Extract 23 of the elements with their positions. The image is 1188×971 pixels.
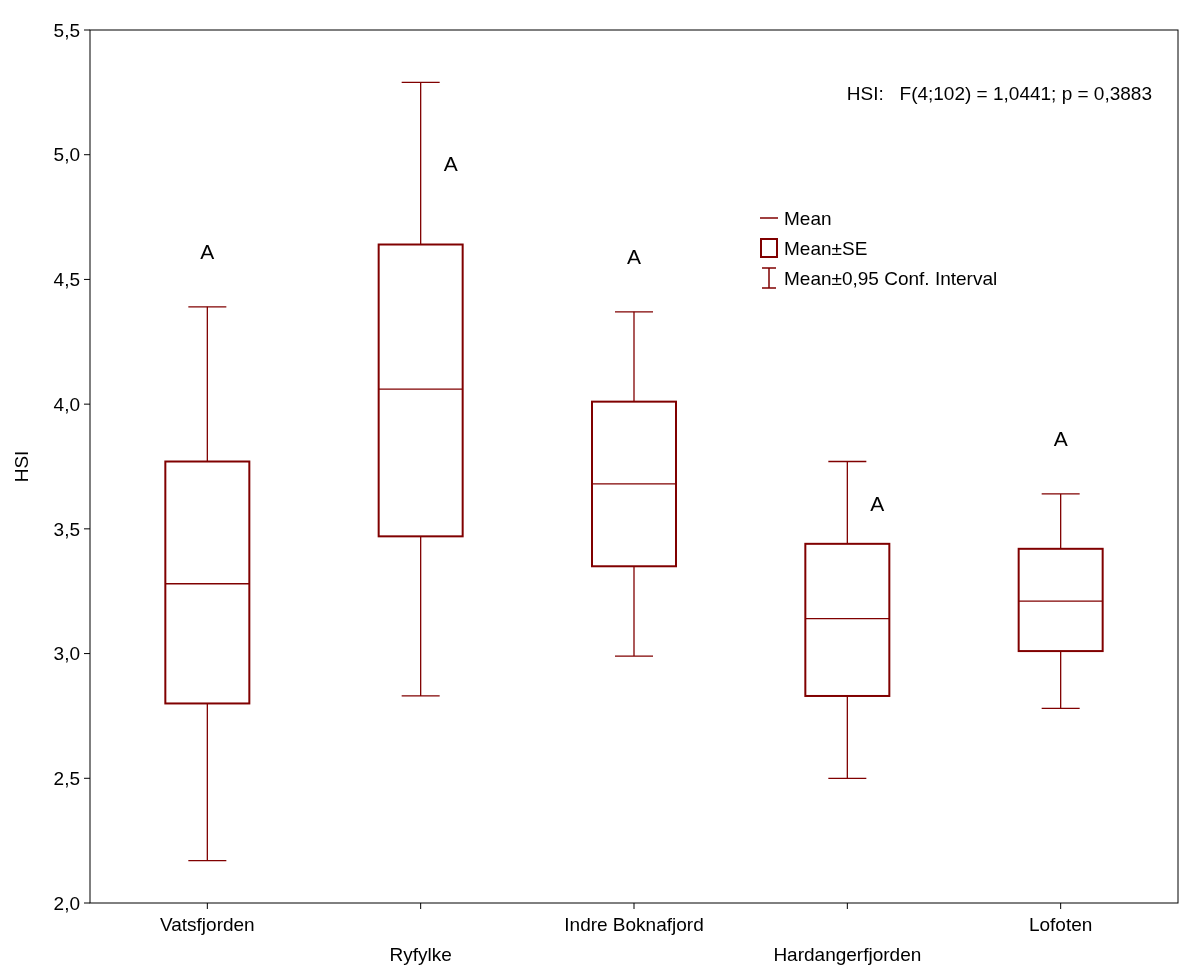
y-tick-label: 5,5	[53, 19, 80, 41]
annotation: A	[200, 239, 215, 263]
annotation: Mean	[784, 207, 832, 229]
x-tick-label: Lofoten	[1028, 914, 1093, 935]
annotation: Mean±SE	[784, 237, 868, 259]
annotation: A	[1053, 426, 1068, 450]
annotation: HSI: F(4;102) = 1,0441; p = 0,3883	[846, 83, 1152, 104]
y-tick-label: 4,0	[53, 393, 80, 415]
x-tick-label: Hardangerfjorden	[773, 944, 922, 965]
y-tick-label: 4,5	[53, 269, 80, 291]
x-tick-label: Ryfylke	[389, 944, 452, 965]
x-tick-label: Vatsfjorden	[159, 914, 255, 935]
x-tick-label: Indre Boknafjord	[564, 914, 704, 935]
annotation: A	[626, 244, 642, 268]
annotation: A	[870, 491, 885, 515]
y-tick-label: 2,5	[53, 767, 80, 789]
y-tick-label: 3,5	[53, 518, 80, 540]
y-tick-label: 5,0	[53, 144, 80, 166]
y-tick-label: 2,0	[53, 892, 80, 914]
y-tick-label: 3,0	[53, 643, 80, 665]
annotation: A	[443, 152, 458, 176]
annotation: Mean±0,95 Conf. Interval	[784, 267, 998, 289]
y-axis-title: HSI	[11, 450, 32, 483]
